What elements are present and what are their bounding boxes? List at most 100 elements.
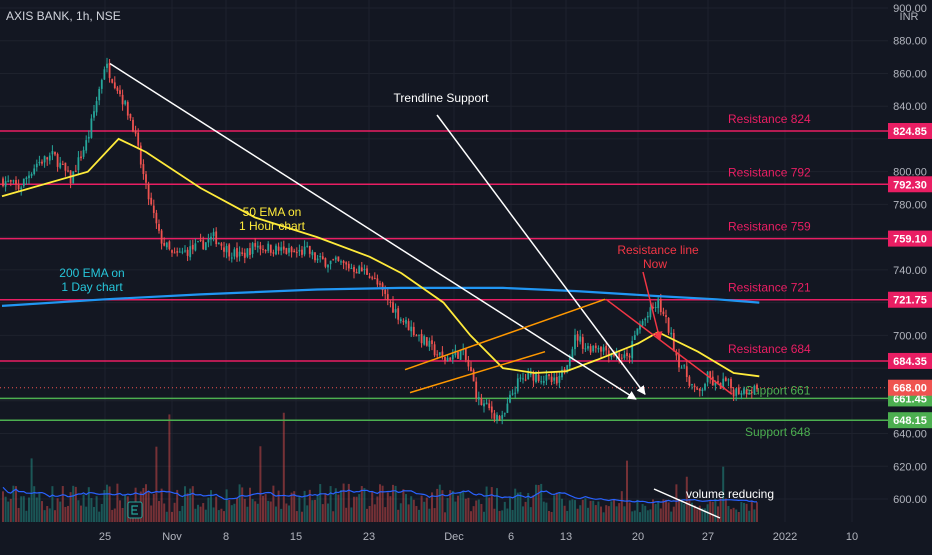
volume-bar <box>688 498 691 522</box>
volume-bar <box>194 508 197 522</box>
candle-body <box>722 378 725 388</box>
candle-body <box>574 334 576 350</box>
candle-body <box>550 376 553 382</box>
volume-bar <box>665 499 667 522</box>
trendline-support-arrow <box>436 114 646 395</box>
candle-body <box>72 171 75 184</box>
volume-bar <box>425 497 428 522</box>
volume-bar <box>100 503 103 522</box>
volume-bar <box>46 506 49 522</box>
candle-body <box>163 243 166 246</box>
candle-body <box>59 162 62 168</box>
volume-bar <box>667 502 670 522</box>
volume-bar <box>446 498 449 522</box>
volume-bar <box>618 503 621 522</box>
candle-body <box>423 336 426 345</box>
price-tick-label: 700.00 <box>893 330 927 342</box>
candle-body <box>457 351 459 359</box>
candle-body <box>662 311 665 315</box>
volume-bar <box>160 488 163 522</box>
candle-body <box>441 351 444 357</box>
candle-body <box>160 230 163 244</box>
time-tick-label: 23 <box>363 531 375 543</box>
time-tick-label: 25 <box>99 531 111 543</box>
volume-bar <box>457 495 459 522</box>
price-tick-label: 840.00 <box>893 101 927 113</box>
volume-bar <box>275 506 277 522</box>
volume-bar <box>571 499 574 522</box>
candle-body <box>467 359 470 367</box>
candle-body <box>202 240 205 250</box>
candle-body <box>563 369 566 371</box>
candle-body <box>132 119 134 132</box>
volume-bar <box>119 500 121 522</box>
candle-body <box>342 260 345 264</box>
price-tick-label: 640.00 <box>893 429 927 441</box>
volume-bar <box>197 504 199 522</box>
channel-lower-line <box>409 350 546 394</box>
volume-bar <box>7 501 10 522</box>
volume-bar <box>613 499 615 522</box>
volume-bar <box>9 498 12 522</box>
volume-bar <box>527 492 530 522</box>
candle-body <box>706 371 709 383</box>
candle-body <box>256 245 259 248</box>
candle-body <box>77 157 80 171</box>
candle-body <box>28 175 30 179</box>
candle-body <box>366 268 368 275</box>
candle-body <box>197 241 199 243</box>
level-label: Resistance 721 <box>728 281 811 295</box>
earnings-icon[interactable] <box>127 501 143 519</box>
price-axis[interactable]: 824.85 792.30 759.10 721.75 684.35 661.45 648.… <box>888 3 932 506</box>
volume-bar <box>225 489 228 522</box>
candle-body <box>80 156 82 159</box>
candle-body <box>360 267 363 272</box>
drawings <box>109 63 733 519</box>
volume-bar <box>451 490 454 522</box>
volume-bar <box>672 506 675 522</box>
symbol-header[interactable]: AXIS BANK, 1h, NSE <box>6 9 121 23</box>
candle-body <box>646 315 649 318</box>
candle-body <box>633 335 636 340</box>
time-tick-label: 15 <box>290 531 302 543</box>
candle-body <box>181 251 184 253</box>
channel-upper-line <box>404 298 606 371</box>
candle-body <box>236 248 238 258</box>
volume-average-line <box>2 486 758 504</box>
candle-body <box>451 354 454 360</box>
candle-body <box>659 299 662 313</box>
volume-bar <box>251 499 254 522</box>
candle-body <box>490 406 493 413</box>
volume-bar <box>152 494 155 522</box>
volume-bar <box>485 486 488 522</box>
candle-body <box>623 354 626 358</box>
volume-bar <box>438 484 441 522</box>
volume-bar <box>693 505 696 522</box>
volume-bar <box>33 486 36 522</box>
price-tick-label: 600.00 <box>893 494 927 506</box>
time-axis[interactable]: 25 Nov 8 15 23 Dec 6 13 20 27 2022 10 <box>99 531 858 543</box>
volume-bar <box>290 492 293 522</box>
candle-body <box>449 357 452 361</box>
volume-bar <box>2 491 4 522</box>
volume-bar <box>535 484 537 522</box>
candle-body <box>98 89 101 101</box>
volume-bar <box>459 492 462 522</box>
candle-body <box>496 414 498 420</box>
volume-bar <box>82 494 85 522</box>
candle-body <box>301 249 303 255</box>
candle-body <box>727 379 730 381</box>
volume-bar <box>168 414 171 522</box>
level-price-tag-text: 684.35 <box>893 356 927 368</box>
volume-bar <box>719 498 722 522</box>
volume-bar <box>475 500 478 522</box>
candle-body <box>35 163 38 168</box>
volume-bar <box>77 500 80 522</box>
candle-body <box>581 337 584 349</box>
volume-bar <box>116 483 119 522</box>
volume-bar <box>423 501 426 522</box>
level-price-tag-text: 661.45 <box>893 393 927 405</box>
level-price-tag <box>888 412 932 429</box>
volume-bar <box>158 500 160 522</box>
